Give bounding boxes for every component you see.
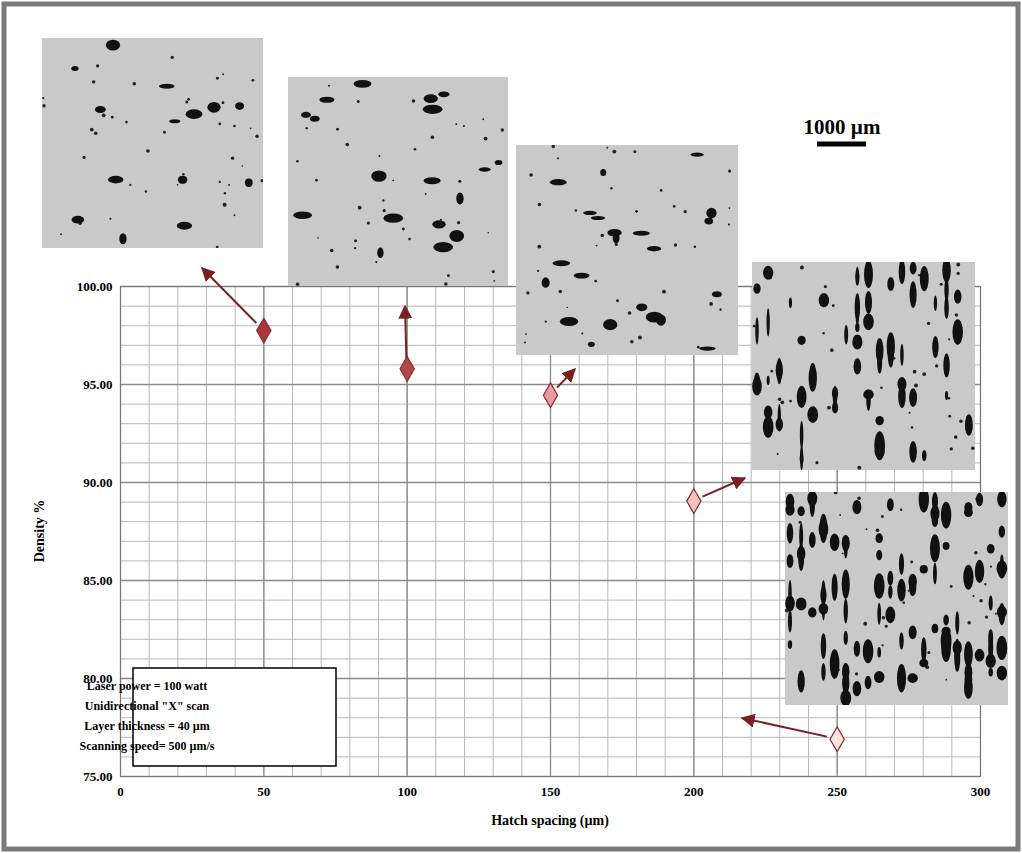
svg-text:Scanning speed= 500 µm/s: Scanning speed= 500 µm/s — [80, 739, 215, 753]
svg-text:Density %: Density % — [32, 500, 47, 563]
svg-text:95.00: 95.00 — [83, 377, 112, 392]
svg-text:150: 150 — [541, 784, 561, 799]
svg-text:300: 300 — [971, 784, 991, 799]
svg-text:Layer thickness = 40 µm: Layer thickness = 40 µm — [84, 719, 210, 733]
svg-text:Laser power = 100 watt: Laser power = 100 watt — [87, 679, 207, 693]
svg-text:1000 µm: 1000 µm — [804, 115, 881, 139]
svg-text:Hatch spacing (µm): Hatch spacing (µm) — [491, 813, 609, 829]
svg-text:Unidirectional "X" scan: Unidirectional "X" scan — [85, 699, 210, 713]
svg-text:250: 250 — [827, 784, 847, 799]
svg-text:200: 200 — [684, 784, 704, 799]
svg-text:0: 0 — [117, 784, 124, 799]
svg-text:100.00: 100.00 — [77, 279, 113, 294]
svg-text:75.00: 75.00 — [83, 769, 112, 784]
svg-text:50: 50 — [257, 784, 270, 799]
svg-text:90.00: 90.00 — [83, 475, 112, 490]
svg-text:100: 100 — [397, 784, 417, 799]
svg-text:85.00: 85.00 — [83, 573, 112, 588]
